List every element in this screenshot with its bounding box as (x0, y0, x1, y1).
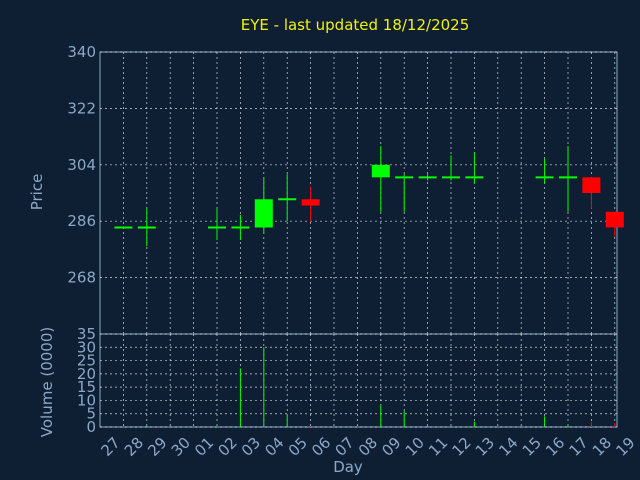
x-axis-label: Day (333, 458, 363, 476)
volume-tick-label: 5 (86, 405, 96, 423)
candle-body (301, 199, 320, 206)
volume-tick-label: 25 (77, 352, 96, 370)
price-tick-label: 322 (67, 99, 96, 117)
price-tick-label: 268 (67, 269, 96, 287)
volume-tick-label: 10 (77, 391, 96, 409)
volume-tick-label: 15 (77, 378, 96, 396)
price-axis-label: Price (28, 174, 46, 211)
chart-title: EYE - last updated 18/12/2025 (241, 16, 470, 34)
volume-tick-label: 0 (86, 418, 96, 436)
volume-tick-label: 20 (77, 365, 96, 383)
volume-tick-label: 35 (77, 325, 96, 343)
volume-plot-frame (99, 333, 618, 428)
volume-tick-label: 30 (77, 338, 96, 356)
candle-body (371, 164, 390, 178)
price-panel: 340 322 304 286 268 (67, 43, 624, 335)
price-tick-label: 286 (67, 212, 96, 230)
x-tick-labels: 2728293001020304050607080910111213141516… (98, 434, 639, 460)
candle-body (254, 199, 273, 228)
price-tick-label: 340 (67, 43, 96, 61)
candle-body (605, 211, 624, 228)
candle-body (582, 177, 601, 193)
volume-axis-label: Volume (0000) (38, 327, 56, 437)
price-plot-frame (99, 51, 618, 335)
price-tick-label: 304 (67, 156, 96, 174)
